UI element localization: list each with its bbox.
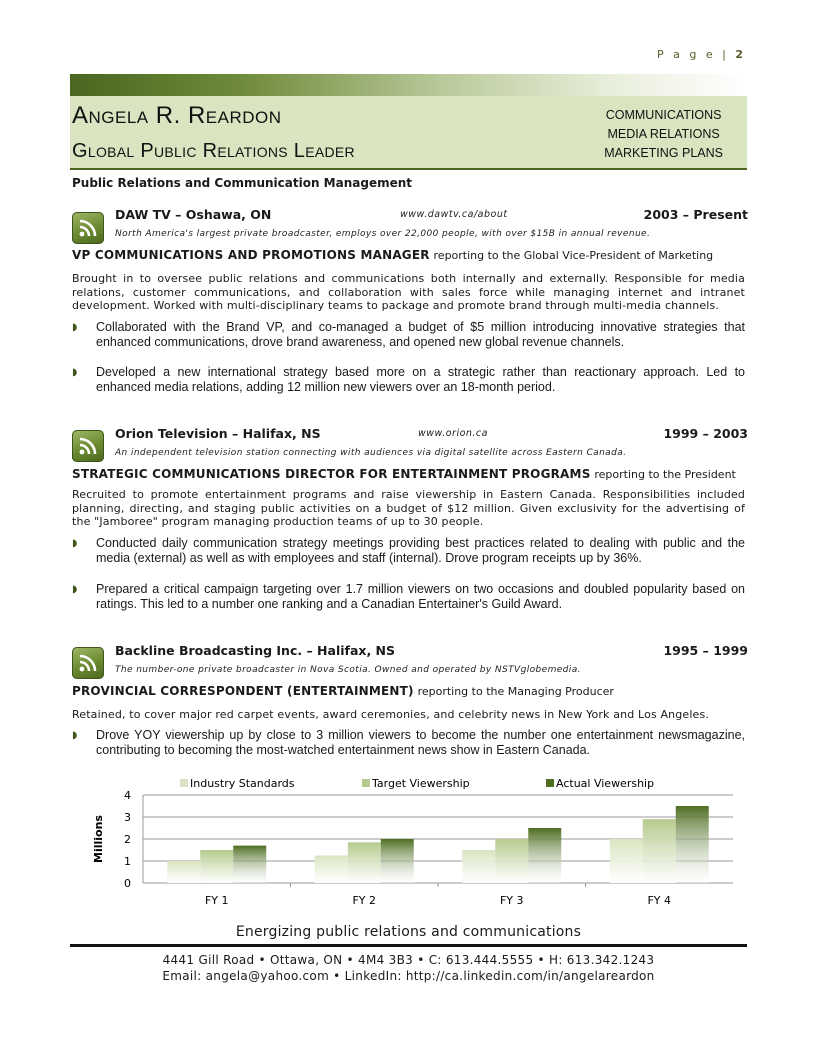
legend-swatch: [362, 779, 370, 787]
bar: [528, 828, 562, 883]
viewership-chart: 0 1 2 3 4 Millions FY 1 FY 2 FY 3 FY 4 Industry St…: [88, 770, 748, 920]
bar: [233, 845, 267, 883]
candidate-name: Angela R. Reardon: [72, 102, 282, 129]
footer-divider: [70, 944, 747, 947]
y-tick-label: 3: [124, 811, 131, 824]
job-title-line: VP COMMUNICATIONS AND PROMOTIONS MANAGER…: [72, 248, 713, 262]
bullet-icon: ◗: [72, 538, 78, 549]
bar: [495, 839, 529, 883]
tagline: Energizing public relations and communic…: [235, 924, 582, 940]
company-name: DAW TV – Oshawa, ON: [115, 207, 272, 222]
job-years: 1995 – 1999: [663, 643, 748, 658]
company-description: North America's largest private broadcas…: [115, 229, 651, 239]
skills-list: COMMUNICATIONS MEDIA RELATIONS MARKETING…: [604, 106, 723, 163]
skill-item: MARKETING PLANS: [604, 146, 723, 160]
bullet-text: Drove YOY viewership up by close to 3 mi…: [96, 728, 745, 757]
bar: [347, 842, 381, 883]
x-tick-label: FY 2: [352, 894, 376, 907]
y-tick-label: 1: [124, 855, 131, 868]
company-url[interactable]: www.orion.ca: [418, 428, 488, 439]
bullet-text: Prepared a critical campaign targeting o…: [96, 582, 745, 611]
contact-block: 4441 Gill Road • Ottawa, ON • 4M4 3B3 • …: [70, 952, 747, 984]
job-years: 2003 – Present: [643, 207, 748, 222]
company-url[interactable]: www.dawtv.ca/about: [400, 209, 508, 220]
skill-item: MEDIA RELATIONS: [607, 127, 720, 141]
job-summary: Brought in to oversee public relations a…: [72, 272, 745, 312]
job-summary: Recruited to promote entertainment progr…: [72, 488, 745, 528]
rss-icon: [72, 430, 104, 462]
bullet-text: Developed a new international strategy b…: [96, 365, 745, 394]
bullet-icon: ◗: [72, 730, 78, 741]
company-name: Backline Broadcasting Inc. – Halifax, NS: [115, 643, 396, 658]
job-reporting: reporting to the Global Vice-President o…: [433, 249, 714, 262]
contact-online: Email: angela@yahoo.com • LinkedIn: http…: [162, 969, 655, 983]
rss-icon: [72, 647, 104, 679]
candidate-role: Global Public Relations Leader: [72, 140, 355, 162]
section-title: Public Relations and Communication Manag…: [72, 176, 413, 190]
bullet-text: Conducted daily communication strategy m…: [96, 536, 745, 565]
legend-label: Target Viewership: [371, 777, 470, 790]
job-summary: Retained, to cover major red carpet even…: [72, 708, 709, 721]
y-tick-label: 2: [124, 833, 131, 846]
bullet-icon: ◗: [72, 584, 78, 595]
bar: [642, 819, 676, 883]
y-tick-label: 4: [124, 789, 131, 802]
job-title-line: STRATEGIC COMMUNICATIONS DIRECTOR FOR EN…: [72, 467, 736, 481]
job-title: STRATEGIC COMMUNICATIONS DIRECTOR FOR EN…: [72, 467, 591, 481]
contact-address: 4441 Gill Road • Ottawa, ON • 4M4 3B3 • …: [162, 953, 655, 967]
header-gradient-bar: [70, 74, 747, 96]
bullet-icon: ◗: [72, 322, 78, 333]
job-title: PROVINCIAL CORRESPONDENT (ENTERTAINMENT): [72, 684, 414, 698]
company-description: An independent television station connec…: [115, 448, 627, 458]
bar: [609, 839, 643, 883]
bar: [675, 806, 709, 883]
job-title: VP COMMUNICATIONS AND PROMOTIONS MANAGER: [72, 248, 430, 262]
chart-svg: 0 1 2 3 4 Millions FY 1 FY 2 FY 3 FY 4 Industry St…: [92, 777, 733, 907]
bar: [462, 850, 496, 883]
y-tick-label: 0: [124, 877, 131, 890]
bullet-icon: ◗: [72, 367, 78, 378]
legend-label: Industry Standards: [190, 777, 295, 790]
bar: [314, 855, 348, 883]
x-tick-label: FY 4: [647, 894, 671, 907]
page-number: P a g e | 2: [657, 48, 744, 61]
bar: [167, 861, 201, 883]
legend-swatch: [180, 779, 188, 787]
skill-item: COMMUNICATIONS: [605, 108, 722, 122]
y-axis-label: Millions: [92, 815, 105, 863]
job-reporting: reporting to the President: [594, 468, 736, 481]
bullet-text: Collaborated with the Brand VP, and co-m…: [96, 320, 745, 349]
bar: [200, 850, 234, 883]
company-name: Orion Television – Halifax, NS: [115, 426, 321, 441]
job-title-line: PROVINCIAL CORRESPONDENT (ENTERTAINMENT)…: [72, 684, 614, 698]
rss-icon: [72, 212, 104, 244]
bar: [380, 839, 414, 883]
job-reporting: reporting to the Managing Producer: [417, 685, 614, 698]
legend-label: Actual Viewership: [556, 777, 654, 790]
legend-swatch: [546, 779, 554, 787]
x-tick-label: FY 3: [500, 894, 524, 907]
job-years: 1999 – 2003: [663, 426, 748, 441]
company-description: The number-one private broadcaster in No…: [115, 665, 581, 675]
header-banner: Angela R. Reardon Global Public Relation…: [70, 96, 747, 170]
x-tick-label: FY 1: [205, 894, 229, 907]
